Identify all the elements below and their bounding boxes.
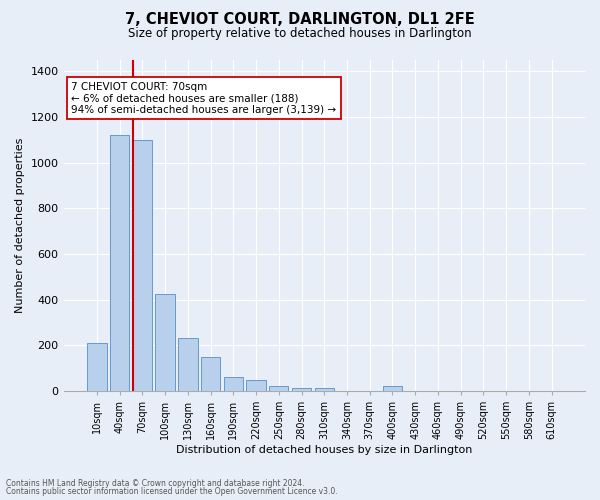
Text: Contains HM Land Registry data © Crown copyright and database right 2024.: Contains HM Land Registry data © Crown c…	[6, 478, 305, 488]
Bar	[314, 388, 334, 391]
Bar	[247, 380, 266, 391]
Text: Contains public sector information licensed under the Open Government Licence v3: Contains public sector information licen…	[6, 487, 338, 496]
Bar	[178, 338, 197, 391]
Text: 7 CHEVIOT COURT: 70sqm
← 6% of detached houses are smaller (188)
94% of semi-det: 7 CHEVIOT COURT: 70sqm ← 6% of detached …	[71, 82, 337, 114]
Bar	[224, 377, 243, 391]
Bar	[155, 294, 175, 391]
Bar	[292, 388, 311, 391]
Bar	[110, 136, 130, 391]
Bar	[383, 386, 402, 391]
Bar	[269, 386, 289, 391]
Bar	[201, 358, 220, 391]
Y-axis label: Number of detached properties: Number of detached properties	[15, 138, 25, 313]
X-axis label: Distribution of detached houses by size in Darlington: Distribution of detached houses by size …	[176, 445, 472, 455]
Bar	[133, 140, 152, 391]
Text: Size of property relative to detached houses in Darlington: Size of property relative to detached ho…	[128, 28, 472, 40]
Bar	[87, 343, 107, 391]
Text: 7, CHEVIOT COURT, DARLINGTON, DL1 2FE: 7, CHEVIOT COURT, DARLINGTON, DL1 2FE	[125, 12, 475, 28]
